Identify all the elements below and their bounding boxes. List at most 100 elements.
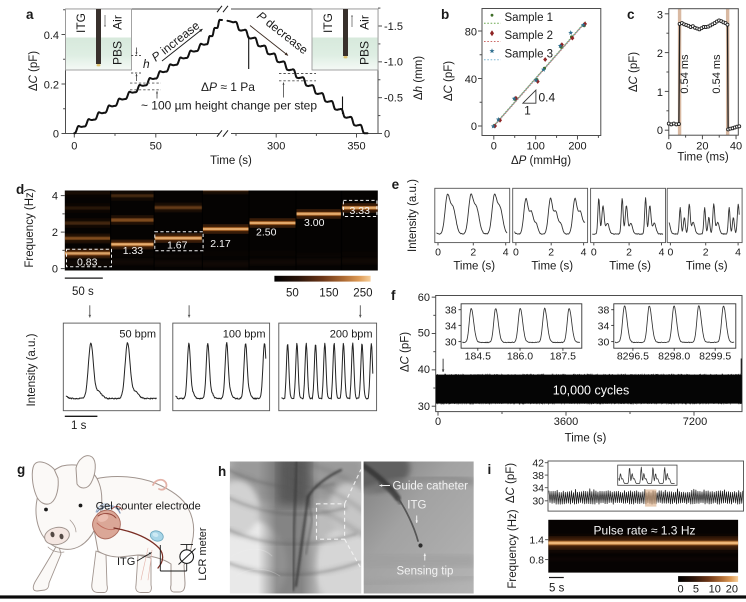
svg-text:ΔP (mmHg): ΔP (mmHg) — [511, 155, 571, 167]
svg-text:Sample 1: Sample 1 — [505, 12, 554, 24]
svg-text:h: h — [218, 464, 226, 479]
svg-text:Gel counter electrode: Gel counter electrode — [96, 501, 201, 513]
svg-text:100: 100 — [527, 141, 545, 153]
svg-text:Sensing tip: Sensing tip — [397, 566, 454, 578]
svg-text:20: 20 — [726, 584, 738, 596]
svg-text:0.4: 0.4 — [539, 91, 556, 105]
svg-text:38: 38 — [598, 305, 610, 317]
svg-text:ITG: ITG — [117, 556, 135, 568]
svg-text:b: b — [441, 7, 449, 22]
svg-text:0: 0 — [471, 121, 477, 133]
svg-text:ITG: ITG — [407, 500, 426, 512]
svg-text:1.67: 1.67 — [167, 239, 188, 251]
svg-text:20: 20 — [696, 141, 708, 153]
svg-text:0.4: 0.4 — [44, 30, 59, 42]
svg-text:42: 42 — [532, 458, 544, 470]
svg-text:i: i — [488, 462, 492, 477]
svg-text:d: d — [16, 182, 24, 197]
svg-text:ΔC (pF): ΔC (pF) — [628, 52, 640, 92]
svg-text:0: 0 — [71, 141, 77, 153]
svg-text:10,000 cycles: 10,000 cycles — [553, 384, 629, 398]
svg-text:PBS: PBS — [358, 41, 372, 65]
svg-text:38: 38 — [445, 305, 457, 317]
svg-text:350: 350 — [347, 141, 365, 153]
svg-text:1 s: 1 s — [71, 420, 87, 432]
svg-text:4: 4 — [581, 247, 587, 259]
svg-text:0: 0 — [667, 247, 673, 259]
svg-text:ΔC (pF): ΔC (pF) — [505, 463, 517, 503]
svg-text:2: 2 — [52, 227, 58, 239]
svg-text:-1.5: -1.5 — [384, 21, 403, 33]
svg-text:40: 40 — [465, 74, 477, 86]
svg-text:30: 30 — [532, 496, 544, 508]
svg-text:0: 0 — [384, 128, 390, 140]
svg-text:5 s: 5 s — [549, 583, 565, 595]
svg-text:30: 30 — [445, 337, 457, 349]
svg-text:4: 4 — [659, 247, 665, 259]
svg-text:0.54 ms: 0.54 ms — [679, 54, 691, 94]
svg-text:30: 30 — [418, 401, 430, 413]
svg-text:h: h — [143, 57, 150, 71]
svg-text:3600: 3600 — [554, 416, 578, 428]
svg-text:34: 34 — [532, 483, 544, 495]
svg-text:34: 34 — [445, 320, 457, 332]
svg-text:a: a — [26, 7, 34, 22]
svg-text:Sample 3: Sample 3 — [505, 48, 554, 60]
svg-text:186.0: 186.0 — [507, 351, 533, 363]
svg-text:0: 0 — [435, 416, 441, 428]
svg-text:2.50: 2.50 — [256, 227, 277, 239]
svg-text:40: 40 — [418, 364, 430, 376]
svg-text:Time (s): Time (s) — [565, 433, 607, 445]
svg-text:250: 250 — [353, 288, 372, 300]
svg-text:50: 50 — [418, 328, 430, 340]
svg-text:60: 60 — [418, 292, 430, 304]
svg-text:0: 0 — [52, 264, 58, 276]
svg-text:c: c — [627, 7, 635, 22]
svg-text:ΔP ≈ 1 Pa: ΔP ≈ 1 Pa — [201, 80, 255, 94]
svg-text:0: 0 — [666, 141, 672, 153]
svg-text:0: 0 — [591, 247, 597, 259]
svg-text:40: 40 — [730, 141, 742, 153]
svg-text:50 bpm: 50 bpm — [119, 329, 156, 341]
svg-text:ΔC (pF): ΔC (pF) — [400, 332, 412, 372]
svg-text:0: 0 — [53, 128, 59, 140]
svg-text:1: 1 — [524, 104, 531, 118]
svg-text:1.4: 1.4 — [529, 535, 544, 547]
svg-text:LCR meter: LCR meter — [197, 527, 209, 581]
svg-text:80: 80 — [465, 26, 477, 38]
svg-text:100 bpm: 100 bpm — [223, 329, 266, 341]
svg-text:0.8: 0.8 — [529, 555, 544, 567]
svg-text:Intensity (a.u.): Intensity (a.u.) — [407, 179, 419, 252]
svg-text:P increase: P increase — [149, 18, 203, 64]
svg-text:300: 300 — [267, 141, 285, 153]
svg-text:7200: 7200 — [683, 416, 707, 428]
svg-text:ITG: ITG — [321, 13, 335, 33]
svg-text:0.2: 0.2 — [44, 79, 59, 91]
svg-text:Intensity (a.u.): Intensity (a.u.) — [26, 333, 38, 406]
svg-text:0: 0 — [513, 247, 519, 259]
svg-text:150: 150 — [319, 288, 338, 300]
svg-text:30: 30 — [598, 337, 610, 349]
svg-text:Air: Air — [358, 15, 372, 30]
svg-text:Time (s): Time (s) — [531, 261, 573, 273]
svg-text:Time (ms): Time (ms) — [677, 152, 728, 164]
svg-text:200 bpm: 200 bpm — [330, 329, 373, 341]
svg-text:2: 2 — [703, 247, 709, 259]
svg-text:3.33: 3.33 — [350, 205, 371, 217]
svg-text:8296.5: 8296.5 — [617, 351, 649, 363]
svg-text:f: f — [391, 288, 396, 303]
svg-text:Air: Air — [111, 15, 125, 30]
svg-text:184.5: 184.5 — [465, 351, 491, 363]
svg-text:-1.0: -1.0 — [384, 57, 403, 69]
svg-text:38: 38 — [532, 470, 544, 482]
svg-text:2: 2 — [657, 48, 663, 60]
svg-text:187.5: 187.5 — [550, 351, 576, 363]
svg-text:2: 2 — [470, 247, 476, 259]
svg-text:50: 50 — [150, 141, 162, 153]
svg-text:2: 2 — [626, 247, 632, 259]
svg-text:8298.0: 8298.0 — [658, 351, 690, 363]
svg-text:Guide catheter: Guide catheter — [393, 481, 469, 493]
svg-text:Time (s): Time (s) — [210, 155, 252, 167]
svg-text:Δh (mm): Δh (mm) — [413, 56, 425, 100]
svg-text:Sample 2: Sample 2 — [505, 30, 554, 42]
